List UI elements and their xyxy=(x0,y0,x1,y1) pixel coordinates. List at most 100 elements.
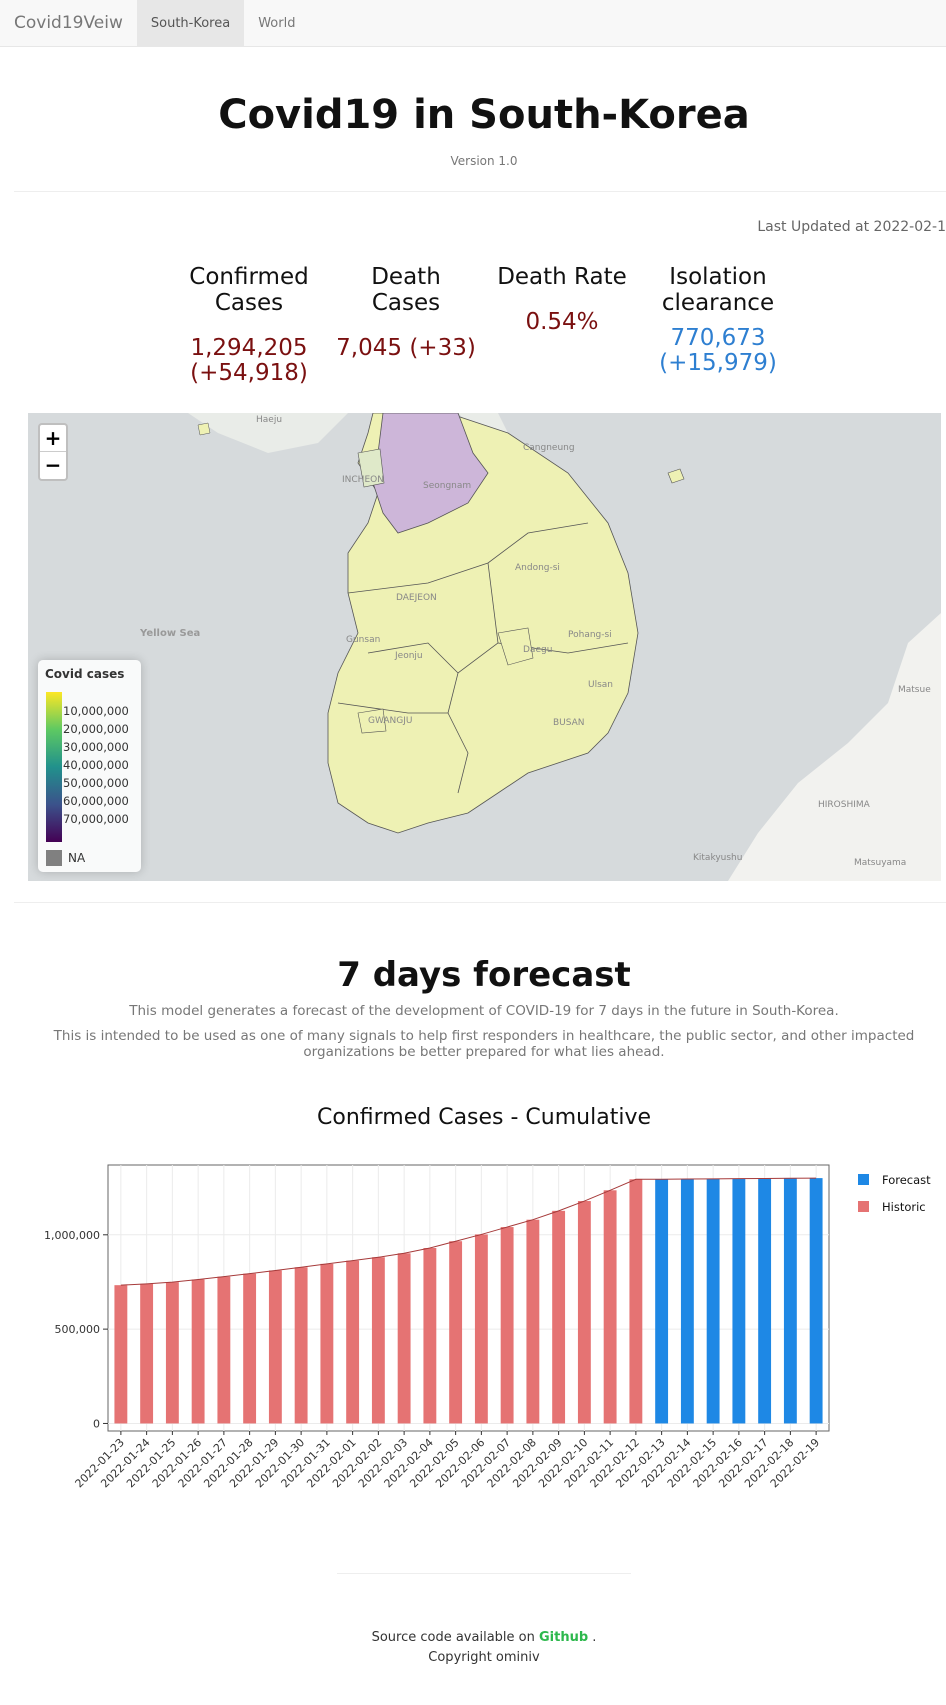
bar-historic xyxy=(603,1190,617,1424)
stat-confirmed: Confirmed Cases 1,294,205 (+54,918) xyxy=(174,264,324,386)
stat-label: clearance xyxy=(661,290,775,316)
region-daegu xyxy=(497,627,534,666)
legend-color-bar xyxy=(46,692,62,842)
zoom-in-button[interactable]: + xyxy=(40,425,66,452)
bar-historic xyxy=(191,1279,205,1424)
footer-source: Source code available on Github . xyxy=(0,1630,946,1645)
map-label: INCHEON xyxy=(342,475,384,485)
map-label: Matsue xyxy=(898,685,931,695)
cumulative-bar-chart: 0500,0001,000,0002022-01-232022-01-24202… xyxy=(44,1164,931,1490)
bar-forecast xyxy=(680,1179,694,1424)
map-label: Kitakyushu xyxy=(693,853,743,863)
footer-source-suffix: . xyxy=(588,1630,597,1645)
stat-value: 0.54% xyxy=(525,309,599,335)
legend-label-historic: Historic xyxy=(882,1200,926,1214)
y-tick-label: 500,000 xyxy=(55,1323,101,1336)
bar-forecast xyxy=(706,1178,720,1424)
legend-tick: 10,000,000 xyxy=(63,704,129,718)
y-tick-label: 0 xyxy=(93,1417,100,1430)
bar-historic xyxy=(268,1270,282,1424)
region-incheon xyxy=(357,448,385,488)
footer-source-text: Source code available on xyxy=(371,1630,539,1645)
region-border-4 xyxy=(447,672,469,794)
zoom-out-button[interactable]: − xyxy=(44,453,62,477)
land-north xyxy=(188,413,348,453)
navbar: Covid19Veiw South-Korea World xyxy=(0,0,946,47)
map-label: Gunsan xyxy=(346,635,381,645)
stat-value: (+15,979) xyxy=(659,350,777,376)
bar-forecast xyxy=(783,1178,797,1424)
version-label: Version 1.0 xyxy=(450,154,518,168)
legend-tick: 40,000,000 xyxy=(63,758,129,772)
map-label: Haeju xyxy=(256,415,283,425)
github-link[interactable]: Github xyxy=(538,1630,589,1645)
divider xyxy=(14,191,946,192)
bar-historic xyxy=(217,1276,231,1424)
footer-copyright: Copyright ominiv xyxy=(428,1650,540,1665)
map-label: BUSAN xyxy=(553,718,585,728)
stat-label: Confirmed xyxy=(189,264,309,290)
map-label: HIROSHIMA xyxy=(818,800,870,810)
legend-na-label: NA xyxy=(68,851,86,865)
chart-title: Confirmed Cases - Cumulative xyxy=(317,1105,651,1130)
map-label: Ulsan xyxy=(588,680,613,690)
page-title: Covid19 in South-Korea xyxy=(218,92,750,138)
bar-historic xyxy=(294,1267,308,1424)
bar-historic xyxy=(243,1273,257,1424)
bar-historic xyxy=(423,1248,437,1424)
stat-label: Death Rate xyxy=(497,264,627,290)
tab-south-korea[interactable]: South-Korea xyxy=(136,0,245,47)
bar-historic xyxy=(140,1283,154,1424)
legend-tick: 20,000,000 xyxy=(63,722,129,736)
map-label: Cangneung xyxy=(523,443,575,453)
legend-na-swatch xyxy=(46,850,62,866)
bar-historic xyxy=(552,1210,566,1424)
stat-label: Isolation xyxy=(669,264,767,290)
bar-historic xyxy=(449,1241,463,1424)
map-label: Pohang-si xyxy=(568,630,612,640)
trend-line xyxy=(120,1177,817,1286)
forecast-title: 7 days forecast xyxy=(337,955,631,995)
bar-historic xyxy=(165,1282,179,1424)
legend-swatch-historic xyxy=(858,1201,869,1212)
map-label: Seongnam xyxy=(423,481,472,491)
stat-label: Cases xyxy=(214,290,284,316)
bar-historic xyxy=(346,1260,360,1424)
forecast-description: This model generates a forecast of the d… xyxy=(129,1003,839,1019)
map-label: Daegu xyxy=(523,645,553,655)
zoom-control: + − xyxy=(38,423,68,481)
forecast-description: This is intended to be used as one of ma… xyxy=(53,1028,915,1060)
last-updated: Last Updated at 2022-02-1 xyxy=(757,219,946,235)
map-label: Matsuyama xyxy=(854,858,907,868)
bar-historic xyxy=(526,1219,540,1424)
stat-value: 770,673 xyxy=(670,325,766,351)
bar-historic xyxy=(629,1179,643,1424)
legend-swatch-forecast xyxy=(858,1174,869,1185)
stat-deaths: Death Cases 7,045 (+33) xyxy=(331,264,481,361)
legend-label-forecast: Forecast xyxy=(882,1173,931,1187)
region-border-5 xyxy=(337,702,448,714)
island-small xyxy=(197,422,211,436)
legend-tick: 50,000,000 xyxy=(63,776,129,790)
land-japan xyxy=(728,613,941,881)
bar-historic xyxy=(114,1285,128,1424)
legend-tick: 60,000,000 xyxy=(63,794,129,808)
map-label: Yellow Sea xyxy=(140,628,201,639)
map-label: DAEJEON xyxy=(396,593,437,603)
bar-forecast xyxy=(732,1178,746,1424)
stat-label: Death xyxy=(371,264,441,290)
stat-value: 1,294,205 xyxy=(190,335,308,361)
map-legend: Covid cases 10,000,000 20,000,000 30,000… xyxy=(38,660,141,872)
bar-historic xyxy=(577,1201,591,1424)
map-canvas xyxy=(188,413,941,881)
stat-value: (+54,918) xyxy=(190,360,308,386)
brand-link[interactable]: Covid19Veiw xyxy=(14,12,123,33)
map-label: Andong-si xyxy=(515,563,560,573)
map[interactable]: Haeju Cangneung INCHEON Seongnam Andong-… xyxy=(28,413,941,881)
bar-forecast xyxy=(655,1179,669,1424)
tab-world[interactable]: World xyxy=(258,15,296,31)
map-label: Jeonju xyxy=(395,651,423,661)
legend-tick: 70,000,000 xyxy=(63,812,129,826)
legend-title: Covid cases xyxy=(45,667,125,681)
stat-value: 7,045 (+33) xyxy=(336,335,476,361)
